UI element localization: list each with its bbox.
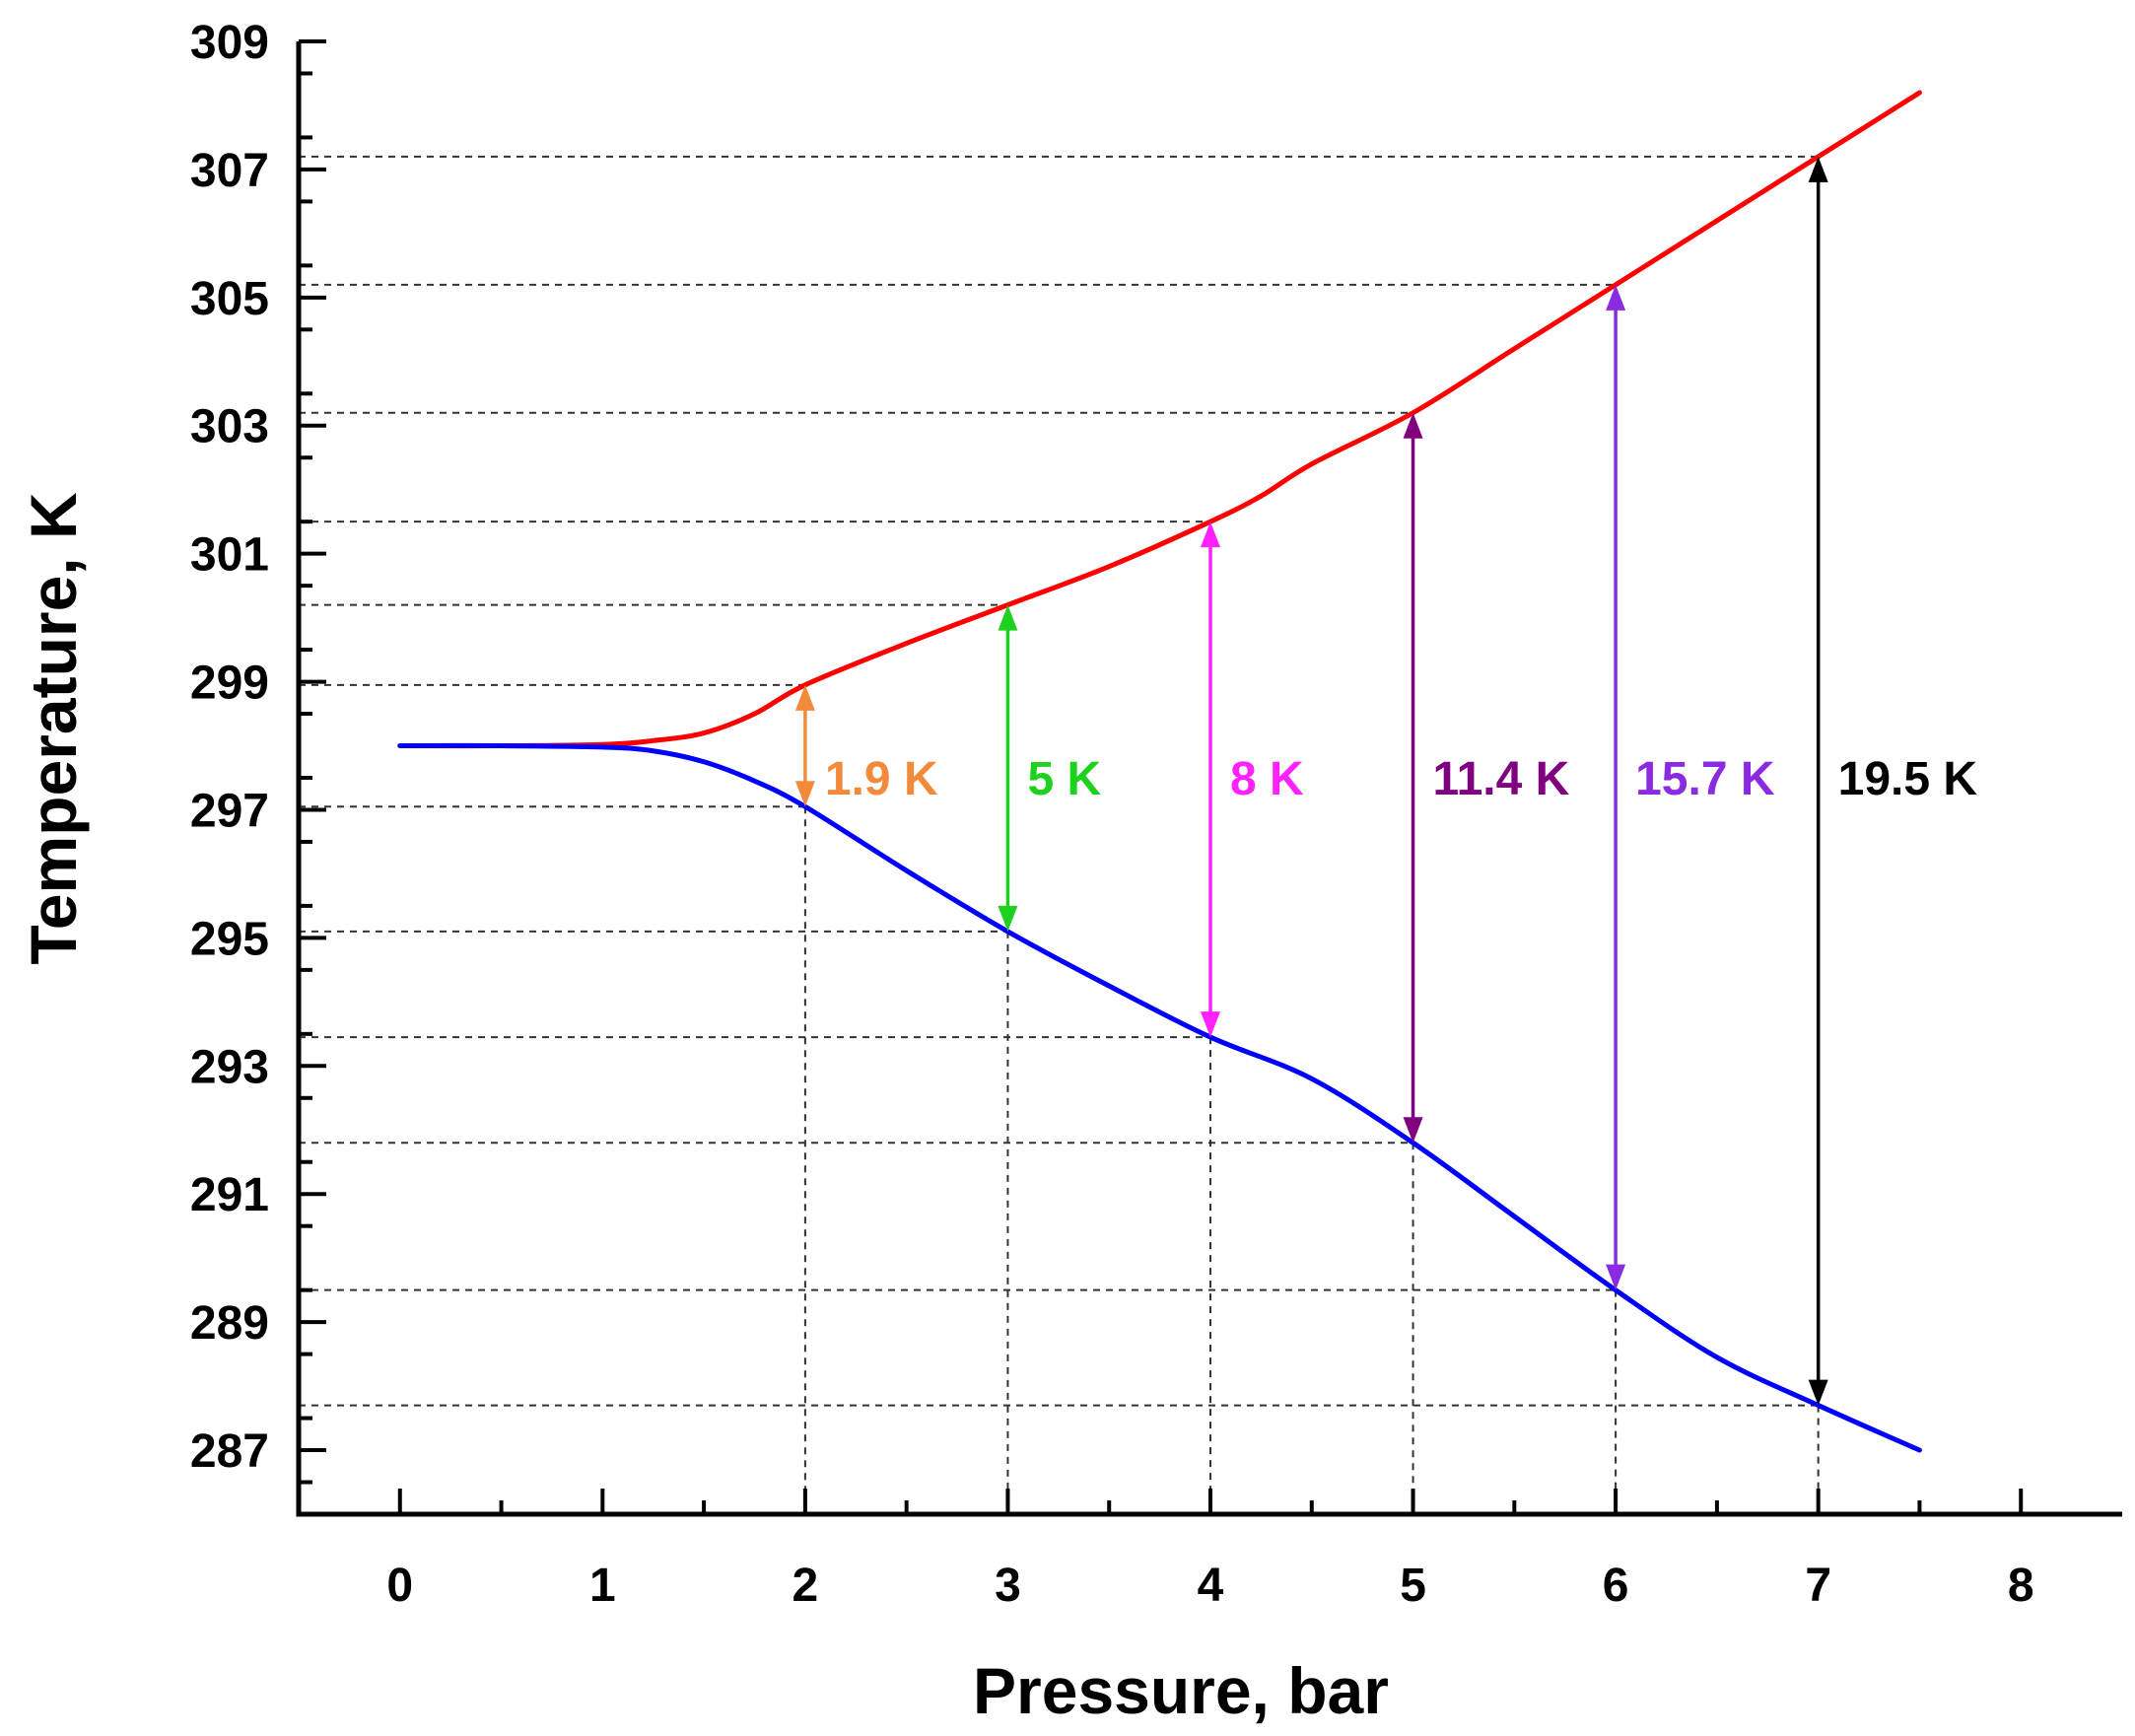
arrow-head-down [794, 781, 815, 807]
x-ticks: 0 1 2 3 4 5 6 7 8 [386, 1489, 2034, 1612]
y-tick-label: 293 [190, 1041, 269, 1093]
y-tick-label: 309 [190, 17, 269, 69]
series-group [397, 90, 1922, 1453]
arrow-head-down [1201, 1011, 1220, 1038]
y-axis-title: Temperature, K [17, 492, 90, 965]
arrow-head-up [998, 604, 1018, 631]
difference-label: 1.9 K [825, 753, 938, 805]
y-tick-label: 303 [190, 401, 269, 453]
arrow-head-down [1606, 1264, 1626, 1290]
y-tick-label: 297 [190, 785, 269, 837]
x-tick-label: 2 [792, 1560, 819, 1612]
x-tick-label: 6 [1603, 1560, 1629, 1612]
reference-lines [299, 155, 1820, 1514]
arrow-head-up [794, 684, 815, 711]
difference-label: 5 K [1027, 753, 1101, 805]
difference-label: 19.5 K [1838, 753, 1978, 805]
arrow-head-down [998, 905, 1018, 932]
arrow-head-up [1808, 156, 1828, 182]
y-tick-label: 289 [190, 1297, 269, 1350]
y-tick-label: 287 [190, 1425, 269, 1478]
difference-label: 15.7 K [1635, 753, 1775, 805]
y-tick-label: 307 [190, 145, 269, 197]
y-tick-label: 301 [190, 529, 269, 582]
arrow-head-up [1403, 412, 1423, 439]
difference-annotations: 1.9 K 5 K 8 K 11.4 K 15.7 K 19.5 K [794, 156, 1978, 1406]
y-tick-label: 299 [190, 658, 269, 710]
x-axis-title: Pressure, bar [973, 1654, 1389, 1727]
y-tick-label: 295 [190, 913, 269, 965]
series-line-upper [397, 90, 1922, 749]
difference-label: 11.4 K [1433, 753, 1570, 805]
x-tick-label: 7 [1805, 1560, 1831, 1612]
y-tick-label: 305 [190, 273, 269, 325]
arrow-head-down [1403, 1117, 1423, 1144]
x-tick-label: 3 [995, 1560, 1021, 1612]
x-tick-label: 0 [386, 1560, 413, 1612]
y-tick-label: 291 [190, 1169, 269, 1221]
x-tick-label: 5 [1400, 1560, 1426, 1612]
arrow-head-down [1808, 1379, 1828, 1406]
y-ticks: 287 289 291 293 295 297 299 301 303 305 307 309 [190, 17, 326, 1485]
series-line-lower [397, 742, 1922, 1453]
arrow-head-up [1606, 284, 1626, 311]
x-tick-label: 1 [589, 1560, 616, 1612]
arrow-head-up [1201, 521, 1220, 548]
x-tick-label: 4 [1198, 1560, 1224, 1612]
x-tick-label: 8 [2008, 1560, 2034, 1612]
difference-label: 8 K [1230, 753, 1304, 805]
